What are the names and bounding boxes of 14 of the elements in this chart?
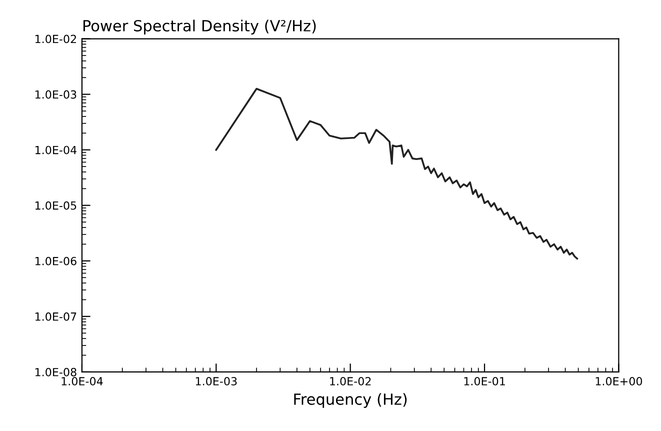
y-tick-label: 1.0E-08 [35,368,76,376]
y-tick-label: 1.0E-06 [35,256,76,266]
x-tick-label: 1.0E-04 [62,377,103,386]
y-tick-label: 1.0E-07 [35,312,76,321]
x-tick-label: 1.0E-03 [196,377,237,386]
x-tick-label: 1.0E-01 [464,377,505,386]
y-tick-label: 1.0E-05 [35,201,76,210]
x-axis-title: Frequency (Hz) [294,393,407,408]
x-tick-label: 1.0E+00 [596,377,642,386]
y-tick-label: 1.0E-04 [35,146,76,154]
y-tick-label: 1.0E-03 [35,90,76,99]
y-axis-title: Power Spectral Density (V²/Hz) [83,20,316,34]
x-tick-label: 1.0E-02 [330,377,371,386]
y-tick-label: 1.0E-02 [35,34,76,44]
